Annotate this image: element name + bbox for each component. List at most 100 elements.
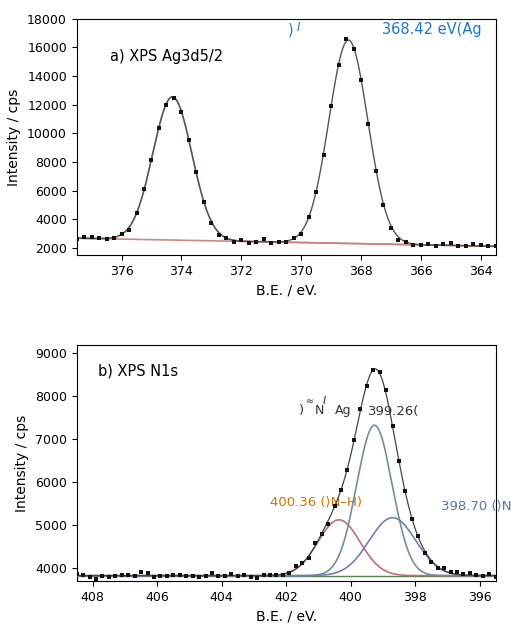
Point	[447, 567, 455, 577]
Point	[118, 229, 126, 239]
Point	[335, 60, 343, 70]
Point	[364, 119, 373, 129]
Point	[177, 107, 185, 117]
Point	[432, 241, 440, 251]
Point	[137, 568, 145, 578]
Point	[92, 574, 100, 584]
Point	[447, 238, 455, 248]
Point	[266, 569, 274, 579]
Point	[356, 404, 364, 414]
Point	[408, 514, 416, 524]
Point	[103, 234, 111, 244]
Text: 368.42 eV(Ag: 368.42 eV(Ag	[382, 22, 481, 38]
Y-axis label: Intensity / cps: Intensity / cps	[8, 88, 21, 186]
Point	[79, 570, 87, 580]
Point	[252, 237, 260, 247]
Point	[409, 239, 417, 249]
Point	[414, 531, 423, 541]
X-axis label: B.E. / eV.: B.E. / eV.	[256, 283, 317, 298]
Point	[192, 168, 200, 177]
Point	[125, 225, 133, 235]
Text: I: I	[297, 21, 300, 34]
Text: a) XPS Ag3d5/2: a) XPS Ag3d5/2	[110, 49, 223, 64]
Point	[227, 569, 236, 579]
Point	[215, 231, 223, 241]
Point	[285, 568, 293, 578]
Point	[459, 569, 468, 579]
Point	[492, 241, 500, 251]
Point	[221, 571, 229, 581]
Point	[461, 241, 470, 251]
Text: 400.36 (⟩N–H): 400.36 (⟩N–H)	[270, 495, 362, 508]
Point	[472, 570, 480, 580]
Point	[427, 557, 435, 567]
Point	[440, 563, 448, 573]
Point	[324, 519, 332, 529]
Point	[453, 568, 461, 578]
Point	[132, 208, 141, 217]
Point	[131, 571, 139, 581]
Point	[477, 240, 485, 250]
Point	[85, 572, 94, 582]
Point	[469, 239, 477, 249]
Point	[417, 241, 425, 251]
Text: N: N	[315, 404, 324, 417]
Point	[240, 571, 248, 581]
Point	[279, 570, 287, 580]
Point	[215, 571, 223, 581]
Point	[290, 233, 298, 243]
Point	[305, 553, 313, 563]
Point	[222, 232, 230, 242]
Point	[439, 239, 447, 249]
Point	[156, 571, 165, 581]
Text: 399.26(: 399.26(	[368, 405, 420, 418]
Point	[189, 571, 197, 581]
Point	[319, 150, 328, 160]
Point	[140, 184, 148, 194]
Point	[201, 571, 210, 581]
Point	[331, 501, 339, 511]
Point	[237, 235, 245, 245]
Y-axis label: Intensity / cps: Intensity / cps	[15, 414, 29, 512]
Point	[492, 572, 500, 582]
Point	[292, 561, 300, 571]
Point	[421, 548, 429, 558]
Point	[402, 237, 410, 247]
Point	[118, 570, 126, 580]
Point	[382, 386, 390, 396]
Point	[195, 572, 203, 582]
Point	[379, 200, 387, 210]
Point	[343, 465, 352, 475]
Point	[80, 232, 88, 242]
Point	[163, 571, 171, 581]
Point	[372, 166, 380, 176]
Point	[147, 155, 155, 165]
Point	[305, 213, 313, 222]
Point	[260, 234, 268, 244]
Point	[207, 218, 216, 228]
Point	[185, 135, 193, 145]
Point	[484, 241, 492, 251]
Point	[454, 241, 462, 251]
Point	[395, 456, 403, 466]
Point	[73, 569, 81, 579]
Point	[466, 568, 474, 578]
Point	[87, 232, 96, 242]
Point	[298, 558, 307, 568]
Point	[394, 234, 403, 244]
Point	[200, 196, 208, 206]
X-axis label: B.E. / eV.: B.E. / eV.	[256, 609, 317, 624]
Point	[169, 570, 177, 580]
Point	[234, 571, 242, 581]
Point	[110, 233, 118, 243]
Point	[162, 101, 171, 111]
Point	[376, 368, 384, 378]
Point	[260, 570, 268, 580]
Point	[267, 238, 275, 248]
Point	[311, 538, 319, 548]
Point	[337, 485, 345, 495]
Point	[105, 571, 113, 581]
Point	[357, 75, 365, 85]
Point	[387, 223, 395, 233]
Point	[245, 238, 253, 248]
